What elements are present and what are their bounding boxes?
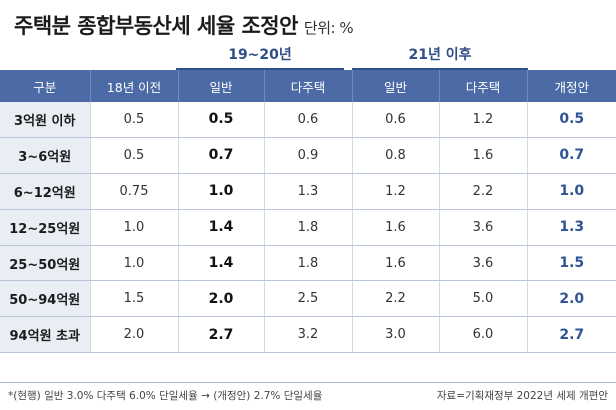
cell-21-general: 1.6: [352, 245, 440, 282]
table-row: 50~94억원 1.5 2.0 2.5 2.2 5.0 2.0: [0, 280, 616, 318]
cell-21-general: 1.2: [352, 173, 440, 210]
cell-pre18: 0.5: [90, 102, 179, 138]
col-header-revision: 개정안: [526, 70, 616, 102]
row-category: 50~94억원: [0, 280, 91, 318]
col-header-1920-general: 일반: [177, 70, 265, 102]
cell-revision: 1.0: [527, 173, 616, 210]
row-category: 6~12억원: [0, 173, 91, 210]
source-credit: 자료=기획재정부 2022년 세제 개편안: [436, 390, 608, 402]
table-row: 6~12억원 0.75 1.0 1.3 1.2 2.2 1.0: [0, 173, 616, 210]
page-title: 주택분 종합부동산세 세율 조정안 단위: %: [14, 10, 354, 40]
cell-1920-multi: 2.5: [264, 280, 353, 318]
cell-pre18: 0.75: [90, 173, 179, 210]
row-category: 94억원 초과: [0, 316, 91, 354]
group-header-19-20: 19~20년: [228, 47, 292, 63]
row-category: 3~6억원: [0, 137, 91, 174]
cell-21-multi: 3.6: [439, 209, 528, 246]
row-category: 25~50억원: [0, 245, 91, 282]
cell-1920-multi: 3.2: [264, 316, 353, 354]
cell-1920-general: 2.0: [178, 280, 265, 318]
title-text: 주택분 종합부동산세 세율 조정안: [14, 14, 298, 38]
unit-label: 단위: %: [303, 19, 354, 37]
cell-1920-general: 0.5: [178, 102, 265, 138]
footer-divider: [0, 382, 616, 383]
cell-21-multi: 1.2: [439, 102, 528, 138]
cell-21-general: 0.8: [352, 137, 440, 174]
cell-revision: 2.0: [527, 280, 616, 318]
col-header-21-multi: 다주택: [438, 70, 528, 102]
cell-1920-multi: 1.8: [264, 209, 353, 246]
table-row: 94억원 초과 2.0 2.7 3.2 3.0 6.0 2.7: [0, 316, 616, 354]
cell-1920-multi: 1.3: [264, 173, 353, 210]
cell-21-multi: 3.6: [439, 245, 528, 282]
group-underline-19-20: [176, 68, 344, 70]
table-row: 25~50억원 1.0 1.4 1.8 1.6 3.6 1.5: [0, 245, 616, 282]
table-row: 3억원 이하 0.5 0.5 0.6 0.6 1.2 0.5: [0, 102, 616, 138]
cell-21-multi: 6.0: [439, 316, 528, 354]
footnote: *(현행) 일반 3.0% 다주택 6.0% 단일세율 → (개정안) 2.7%…: [8, 390, 323, 402]
col-header-21-general: 일반: [351, 70, 440, 102]
cell-21-multi: 1.6: [439, 137, 528, 174]
cell-pre18: 1.0: [90, 245, 179, 282]
table-row: 12~25억원 1.0 1.4 1.8 1.6 3.6 1.3: [0, 209, 616, 246]
cell-1920-multi: 0.6: [264, 102, 353, 138]
tax-rate-table: 구분 18년 이전 일반 다주택 일반 다주택 개정안 3억원 이하 0.5 0…: [0, 70, 616, 354]
cell-pre18: 1.0: [90, 209, 179, 246]
cell-21-general: 3.0: [352, 316, 440, 354]
cell-revision: 0.5: [527, 102, 616, 138]
table-row: 3~6억원 0.5 0.7 0.9 0.8 1.6 0.7: [0, 137, 616, 174]
cell-1920-general: 2.7: [178, 316, 265, 354]
cell-revision: 1.3: [527, 209, 616, 246]
cell-1920-general: 1.4: [178, 209, 265, 246]
group-header-21-after: 21년 이후: [408, 47, 472, 63]
group-underline-21-after: [352, 68, 528, 70]
cell-revision: 1.5: [527, 245, 616, 282]
table-header-row: 구분 18년 이전 일반 다주택 일반 다주택 개정안: [0, 70, 616, 102]
cell-revision: 2.7: [527, 316, 616, 354]
cell-21-general: 2.2: [352, 280, 440, 318]
cell-1920-general: 1.0: [178, 173, 265, 210]
cell-pre18: 0.5: [90, 137, 179, 174]
cell-1920-general: 1.4: [178, 245, 265, 282]
cell-21-general: 0.6: [352, 102, 440, 138]
row-category: 3억원 이하: [0, 102, 91, 138]
cell-21-multi: 2.2: [439, 173, 528, 210]
cell-21-multi: 5.0: [439, 280, 528, 318]
col-header-category: 구분: [0, 70, 91, 102]
cell-21-general: 1.6: [352, 209, 440, 246]
row-category: 12~25억원: [0, 209, 91, 246]
cell-revision: 0.7: [527, 137, 616, 174]
cell-pre18: 1.5: [90, 280, 179, 318]
cell-1920-multi: 1.8: [264, 245, 353, 282]
cell-pre18: 2.0: [90, 316, 179, 354]
cell-1920-general: 0.7: [178, 137, 265, 174]
cell-1920-multi: 0.9: [264, 137, 353, 174]
col-header-1920-multi: 다주택: [263, 70, 353, 102]
col-header-pre18: 18년 이전: [89, 70, 179, 102]
